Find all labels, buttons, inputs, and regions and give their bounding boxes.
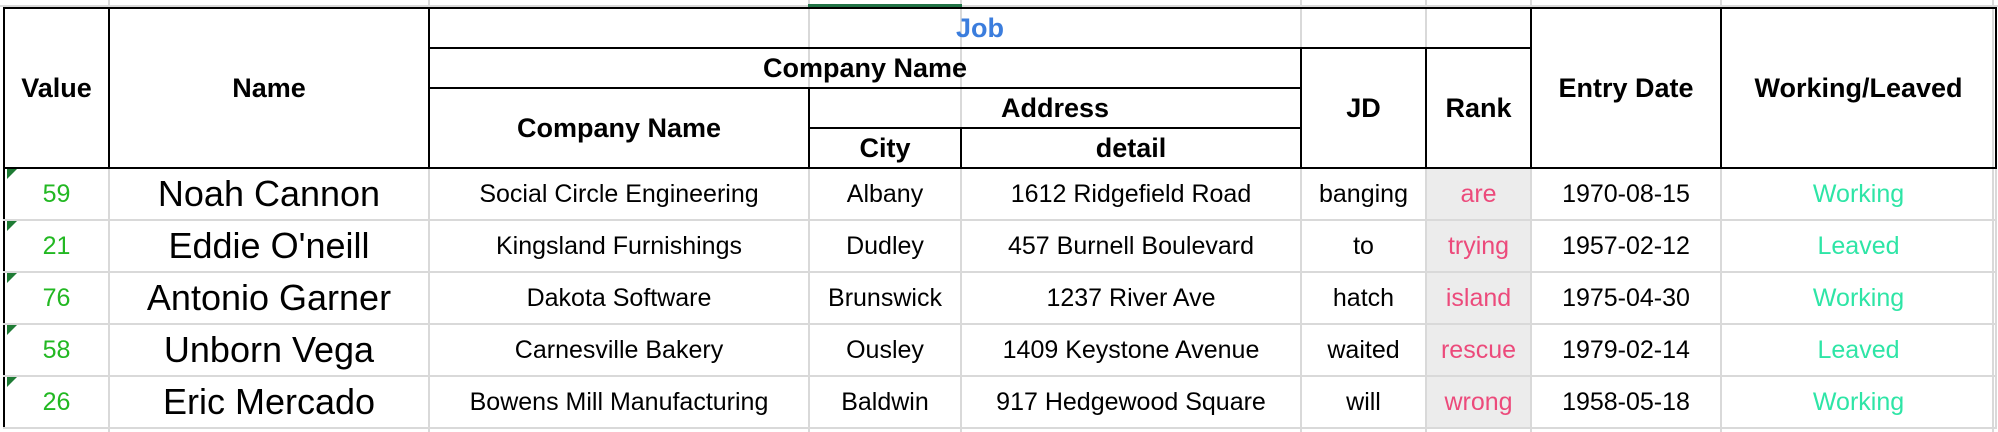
detail-cell[interactable]: 1612 Ridgefield Road	[960, 167, 1302, 221]
name-cell[interactable]: Eric Mercado	[108, 376, 430, 429]
header-detail[interactable]: detail	[960, 127, 1302, 169]
detail-cell[interactable]: 917 Hedgewood Square	[960, 376, 1302, 429]
jd-cell[interactable]: banging	[1300, 167, 1427, 221]
header-name[interactable]: Name	[108, 7, 430, 169]
value-cell[interactable]: 76	[3, 272, 110, 325]
rank-cell[interactable]: rescue	[1424, 324, 1533, 377]
value-cell[interactable]: 59	[3, 167, 110, 221]
name-cell[interactable]: Noah Cannon	[108, 167, 430, 221]
table-row: 76 Antonio Garner Dakota Software Brunsw…	[3, 272, 1998, 325]
jd-cell[interactable]: will	[1300, 376, 1427, 429]
company-cell[interactable]: Bowens Mill Manufacturing	[428, 376, 810, 429]
detail-cell[interactable]: 457 Burnell Boulevard	[960, 220, 1302, 273]
table-row: 26 Eric Mercado Bowens Mill Manufacturin…	[3, 376, 1998, 429]
entry-date-cell[interactable]: 1979-02-14	[1530, 324, 1723, 377]
status-cell[interactable]: Working	[1720, 272, 1998, 325]
header-working-leaved[interactable]: Working/Leaved	[1720, 7, 1998, 169]
value-cell[interactable]: 58	[3, 324, 110, 377]
name-cell[interactable]: Antonio Garner	[108, 272, 430, 325]
status-cell[interactable]: Leaved	[1720, 220, 1998, 273]
header-value[interactable]: Value	[3, 7, 110, 169]
header-job[interactable]: Job	[427, 7, 1533, 49]
name-cell[interactable]: Eddie O'neill	[108, 220, 430, 273]
status-cell[interactable]: Working	[1720, 376, 1998, 429]
entry-date-cell[interactable]: 1970-08-15	[1530, 167, 1723, 221]
number-flag-icon	[7, 170, 17, 179]
detail-cell[interactable]: 1409 Keystone Avenue	[960, 324, 1302, 377]
value-cell[interactable]: 26	[3, 376, 110, 429]
table-row: 58 Unborn Vega Carnesville Bakery Ousley…	[3, 324, 1998, 377]
status-cell[interactable]: Leaved	[1720, 324, 1998, 377]
number-flag-icon	[7, 377, 17, 387]
entry-date-cell[interactable]: 1958-05-18	[1530, 376, 1723, 429]
header-company-name-group[interactable]: Company Name	[428, 47, 1302, 89]
table-row: 21 Eddie O'neill Kingsland Furnishings D…	[3, 220, 1998, 273]
header-company-name[interactable]: Company Name	[428, 87, 810, 169]
company-cell[interactable]: Social Circle Engineering	[428, 167, 810, 221]
company-cell[interactable]: Carnesville Bakery	[428, 324, 810, 377]
status-cell[interactable]: Working	[1720, 167, 1998, 221]
rank-cell[interactable]: are	[1424, 167, 1533, 221]
jd-cell[interactable]: waited	[1300, 324, 1427, 377]
header-jd[interactable]: JD	[1300, 47, 1427, 169]
header-entry-date[interactable]: Entry Date	[1530, 7, 1723, 169]
city-cell[interactable]: Baldwin	[808, 376, 962, 429]
city-cell[interactable]: Brunswick	[808, 272, 962, 325]
rank-cell[interactable]: island	[1424, 272, 1533, 325]
city-cell[interactable]: Dudley	[808, 220, 962, 273]
value-cell[interactable]: 21	[3, 220, 110, 273]
jd-cell[interactable]: hatch	[1300, 272, 1427, 325]
entry-date-cell[interactable]: 1957-02-12	[1530, 220, 1723, 273]
header-rank[interactable]: Rank	[1424, 47, 1533, 169]
detail-cell[interactable]: 1237 River Ave	[960, 272, 1302, 325]
company-cell[interactable]: Kingsland Furnishings	[428, 220, 810, 273]
table-row: 59 Noah Cannon Social Circle Engineering…	[3, 167, 1998, 221]
rank-cell[interactable]: trying	[1424, 220, 1533, 273]
rank-cell[interactable]: wrong	[1424, 376, 1533, 429]
city-cell[interactable]: Ousley	[808, 324, 962, 377]
header-city[interactable]: City	[808, 127, 962, 169]
jd-cell[interactable]: to	[1300, 220, 1427, 273]
company-cell[interactable]: Dakota Software	[428, 272, 810, 325]
number-flag-icon	[7, 221, 17, 231]
entry-date-cell[interactable]: 1975-04-30	[1530, 272, 1723, 325]
active-cell-indicator	[808, 4, 962, 7]
city-cell[interactable]: Albany	[808, 167, 962, 221]
data-table: Value Name Job Entry Date Working/Leaved…	[3, 7, 1998, 429]
name-cell[interactable]: Unborn Vega	[108, 324, 430, 377]
number-flag-icon	[7, 273, 17, 283]
number-flag-icon	[7, 325, 17, 335]
header-address[interactable]: Address	[808, 87, 1302, 129]
